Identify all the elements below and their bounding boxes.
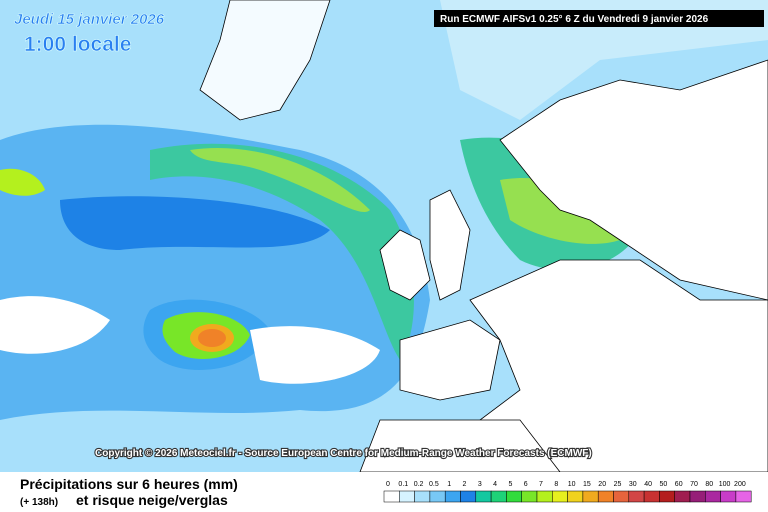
legend-label: 50 <box>660 481 668 488</box>
legend-swatch <box>429 490 446 503</box>
legend-label: 25 <box>614 481 622 488</box>
land <box>199 0 768 473</box>
legend-label: 30 <box>629 481 637 488</box>
forecast-date: Jeudi 15 janvier 2026 <box>14 11 165 28</box>
legend: 0 0.1 0.2 0.5 1 2 3 4 5 6 7 8 10 15 20 25 30 40 50 60 70 80 10… <box>383 481 752 503</box>
legend-swatch <box>444 490 461 503</box>
legend-label: 60 <box>675 481 683 488</box>
legend-label: 40 <box>644 481 652 488</box>
legend-swatch <box>597 490 614 503</box>
legend-label: 15 <box>583 481 591 488</box>
legend-label: 1 <box>447 481 451 488</box>
legend-swatch <box>521 490 538 503</box>
legend-swatch <box>475 490 492 503</box>
legend-swatch <box>628 490 645 503</box>
legend-swatch <box>674 490 691 503</box>
legend-swatch <box>567 490 584 503</box>
legend-swatch <box>613 490 630 503</box>
legend-label: 70 <box>690 481 698 488</box>
legend-label: 4 <box>493 481 497 488</box>
legend-label: 3 <box>478 481 482 488</box>
legend-swatch <box>643 490 660 503</box>
legend-swatch <box>552 490 568 503</box>
legend-swatch <box>689 490 706 503</box>
legend-swatch <box>720 490 737 503</box>
legend-label: 200 <box>734 481 746 488</box>
footer-title: Précipitations sur 6 heures (mm) <box>20 476 238 492</box>
run-banner <box>434 10 764 27</box>
legend-label: 0.5 <box>429 481 439 488</box>
legend-swatch <box>536 490 553 503</box>
copyright: Copyright © 2026 Meteociel.fr - Source E… <box>95 448 592 459</box>
legend-swatch <box>399 490 415 503</box>
legend-label: 0.1 <box>398 481 408 488</box>
legend-swatch <box>506 490 522 503</box>
legend-label: 2 <box>463 481 467 488</box>
footer-subtitle: et risque neige/verglas <box>76 492 228 508</box>
legend-swatch <box>383 490 400 503</box>
legend-swatch <box>659 490 675 503</box>
legend-swatch <box>460 490 477 503</box>
legend-swatch <box>735 490 752 503</box>
legend-label: 20 <box>598 481 606 488</box>
legend-swatch <box>582 490 599 503</box>
run-info: Run ECMWF AIFSv1 0.25° 6 Z du Vendredi 9… <box>440 14 709 25</box>
forecast-time: 1:00 locale <box>24 33 131 56</box>
legend-label: 10 <box>568 481 576 488</box>
legend-label: 5 <box>508 481 512 488</box>
legend-label: 6 <box>524 481 528 488</box>
lead-time: (+ 138h) <box>20 497 58 508</box>
legend-label: 80 <box>705 481 713 488</box>
legend-label: 0.2 <box>414 481 424 488</box>
legend-swatch <box>490 490 507 503</box>
legend-label: 0 <box>386 481 390 488</box>
legend-label: 7 <box>539 481 543 488</box>
legend-label: 100 <box>719 481 731 488</box>
legend-swatch <box>414 490 431 503</box>
legend-swatch <box>705 490 721 503</box>
legend-label: 8 <box>554 481 558 488</box>
